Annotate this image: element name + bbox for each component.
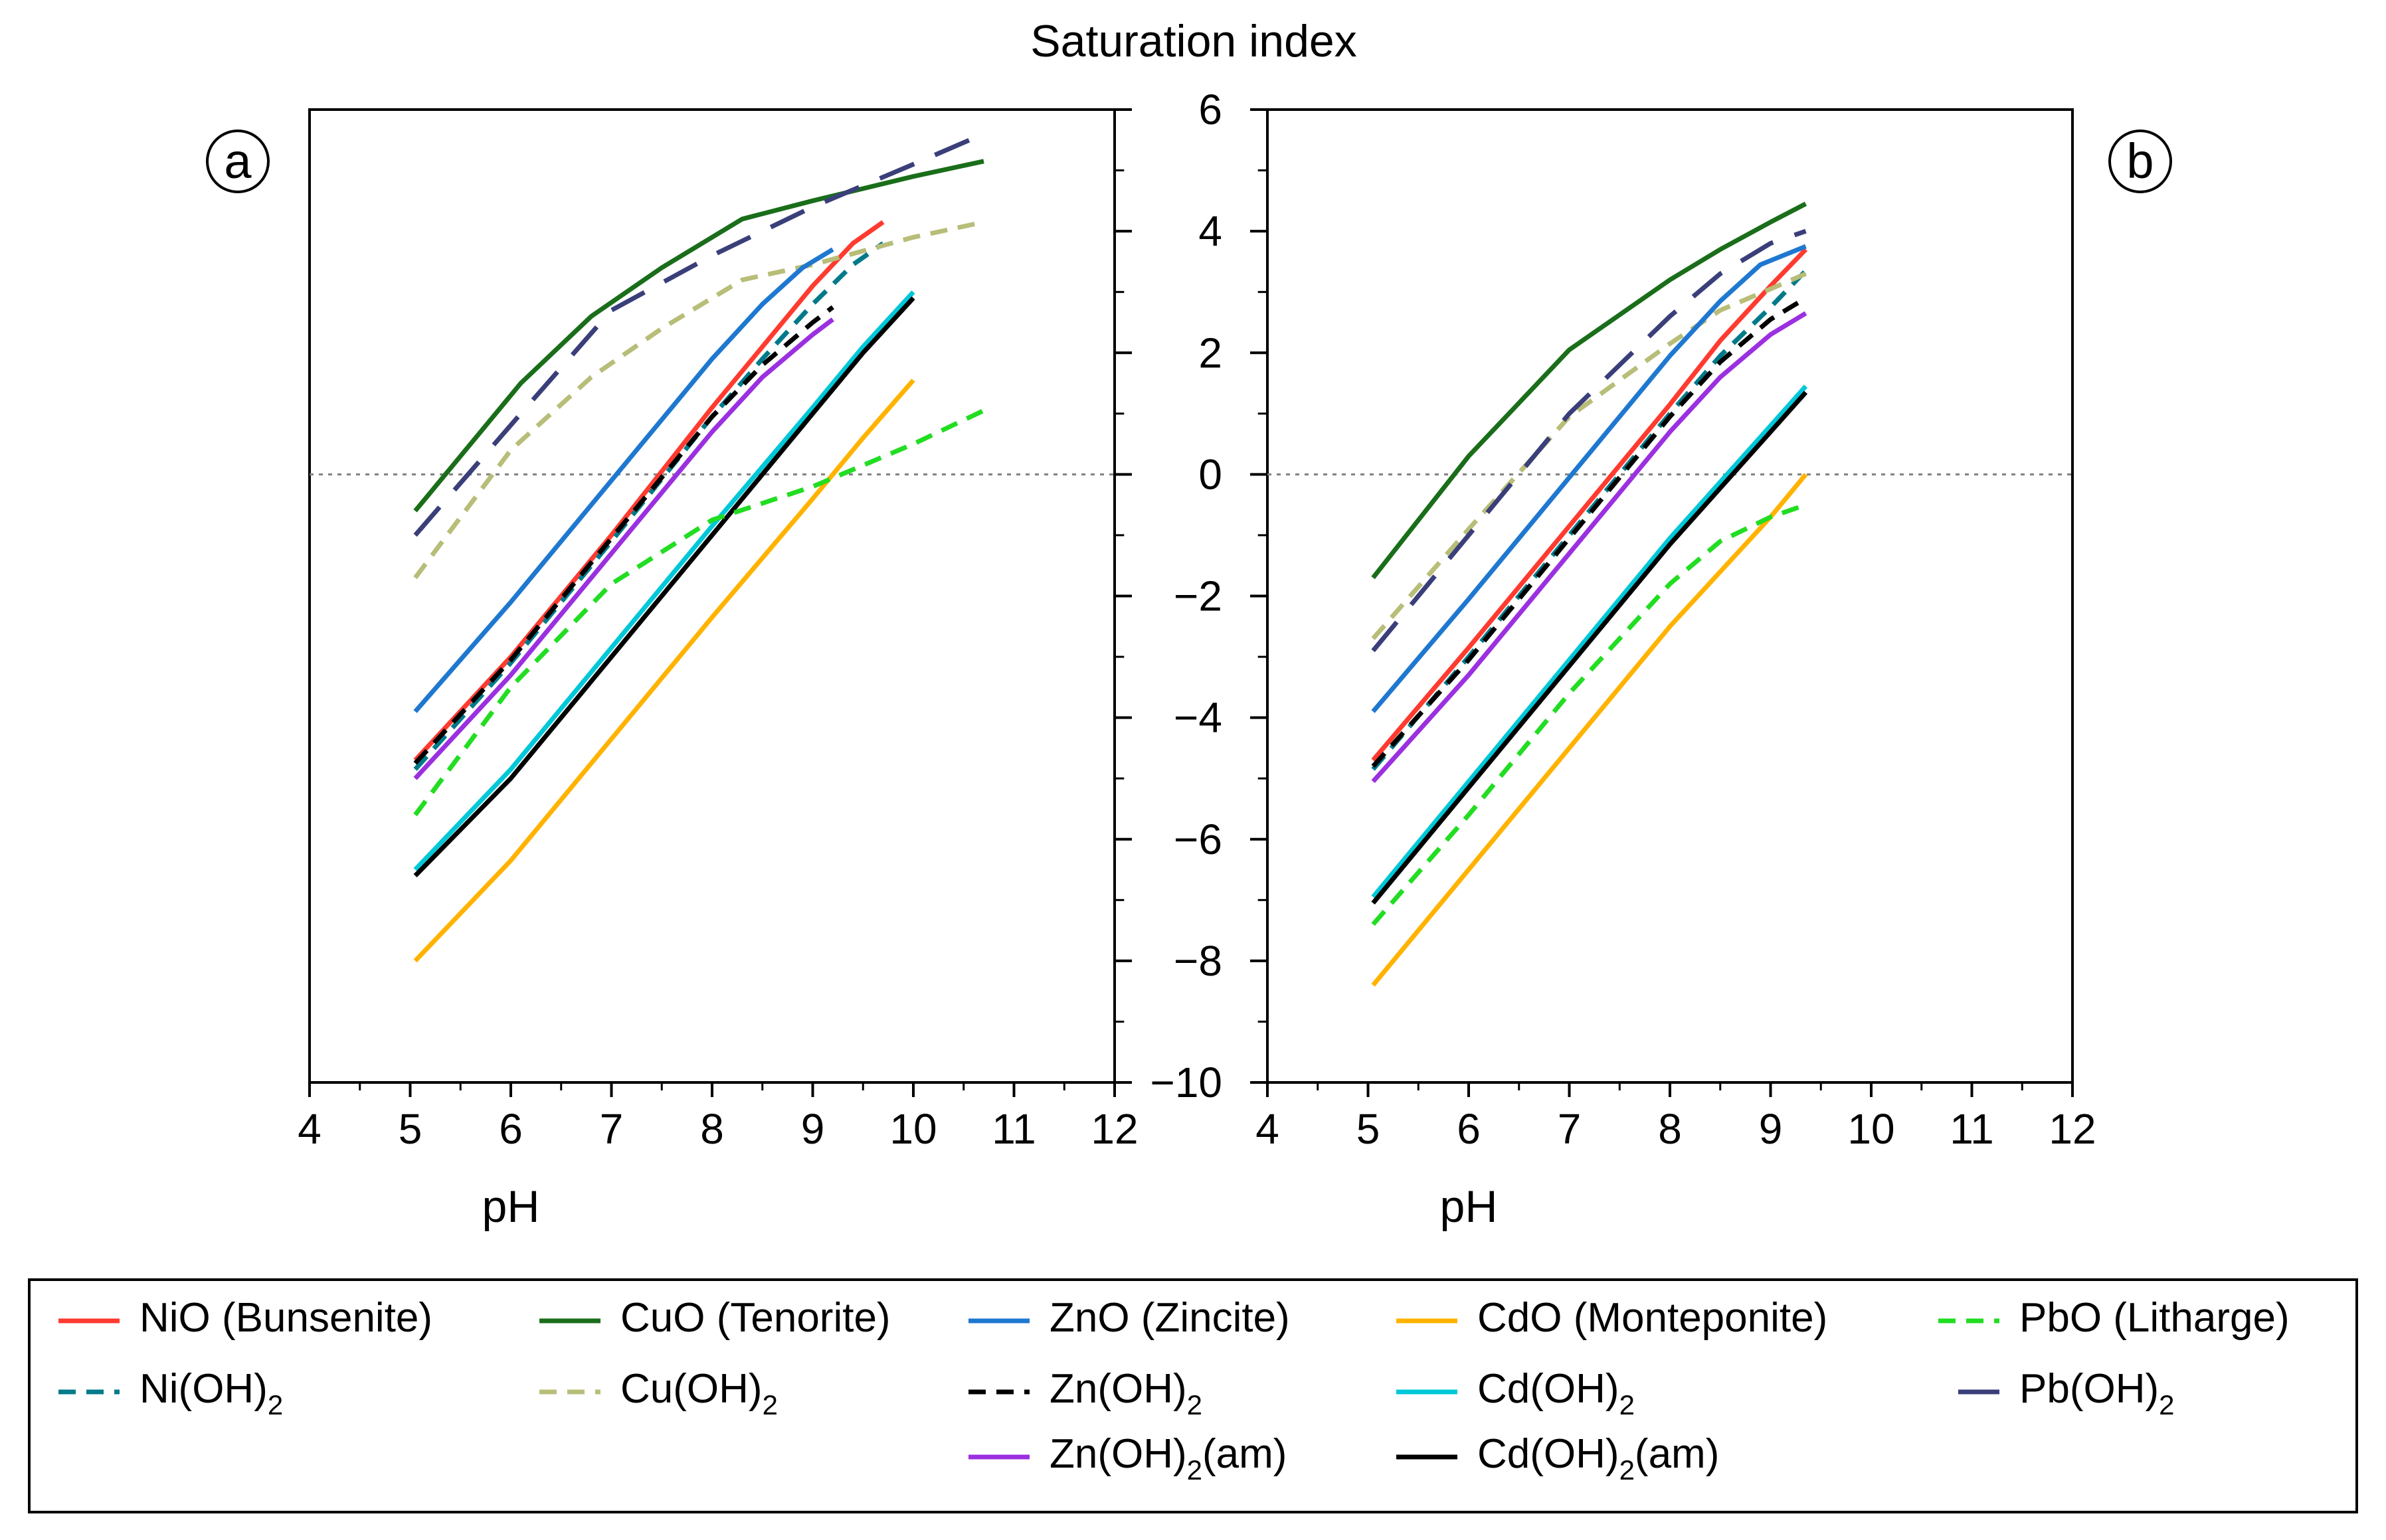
legend-label-CdOH2: Cd(OH)2 <box>1477 1366 1635 1420</box>
x-tick-label: 12 <box>2049 1105 2096 1153</box>
series-line-ZnOH2-panel-a <box>413 305 834 765</box>
series-line-PbO-panel-a <box>413 408 985 817</box>
panel-b-frame <box>1266 108 2074 1084</box>
series-line-ZnOH2am-panel-b <box>1371 311 1807 784</box>
series-line-CuOH2-panel-a <box>413 219 984 580</box>
series-line-ZnO-panel-b <box>1371 244 1807 713</box>
x-tick-label: 9 <box>1759 1105 1783 1153</box>
y-tick-label: 6 <box>1198 86 1222 133</box>
legend-label-PbOH2: Pb(OH)2 <box>2019 1366 2175 1420</box>
panel-a: 4 5 6 7 8 9 10 11 12 pH <box>298 108 1139 1232</box>
series-line-ZnOH2-panel-b <box>1371 296 1807 768</box>
x-tick-label: 7 <box>600 1105 624 1153</box>
x-tick-label: 11 <box>992 1105 1036 1153</box>
series-line-CuOH2-panel-b <box>1371 271 1807 640</box>
panel-a-letter-badge: a <box>206 129 270 193</box>
series-line-ZnOH2am-panel-a <box>413 317 834 780</box>
series-line-CdOH2am-panel-a <box>413 296 915 878</box>
series-line-CdO-panel-a <box>413 379 915 963</box>
panel-a-x-axis-title: pH <box>482 1181 540 1232</box>
x-tick-label: 4 <box>1255 1105 1279 1153</box>
panel-b-letter-badge: b <box>2108 129 2172 193</box>
legend-label-CuOH2: Cu(OH)2 <box>620 1366 778 1420</box>
legend-label-ZnO: ZnO (Zincite) <box>1050 1295 1290 1341</box>
series-line-PbOH2-panel-a <box>413 131 985 537</box>
x-tick-label: 5 <box>399 1105 422 1153</box>
series-line-PbOH2-panel-b <box>1371 228 1807 653</box>
y-tick-label: −10 <box>1150 1059 1222 1106</box>
y-tick-label: 4 <box>1198 207 1222 255</box>
panel-b: 4 5 6 7 8 9 10 11 12 pH <box>1250 108 2096 1232</box>
x-tick-label: 8 <box>700 1105 724 1153</box>
panel-a-frame <box>308 108 1116 1084</box>
series-line-CdOH2am-panel-b <box>1371 390 1808 905</box>
series-line-CdOH2-panel-b <box>1371 385 1808 898</box>
x-tick-label: 10 <box>1847 1105 1894 1153</box>
legend-label-NiOH2: Ni(OH)2 <box>139 1366 283 1420</box>
shared-y-axis-title: Saturation index <box>1030 16 1356 66</box>
legend-label-ZnOH2am: Zn(OH)2(am) <box>1050 1431 1287 1486</box>
panel-a-letter: a <box>224 133 252 189</box>
x-tick-label: 5 <box>1356 1105 1380 1153</box>
x-tick-label: 4 <box>298 1105 321 1153</box>
series-line-NiO-panel-b <box>1371 248 1808 762</box>
x-tick-label: 6 <box>1457 1105 1481 1153</box>
legend-label-CuO: CuO (Tenorite) <box>620 1295 891 1341</box>
shared-y-tick-labels: −10 −8 −6 −4 −2 0 2 4 6 <box>1150 86 1222 1106</box>
series-line-NiOH2-panel-a <box>413 241 885 771</box>
y-tick-label: 2 <box>1198 329 1222 377</box>
y-tick-label: 0 <box>1198 450 1222 498</box>
y-tick-label: −4 <box>1174 694 1222 742</box>
y-tick-label: −2 <box>1174 572 1222 620</box>
legend-label-CdO: CdO (Monteponite) <box>1477 1295 1827 1341</box>
series-line-PbO-panel-b <box>1371 502 1807 926</box>
series-line-CuO-panel-a <box>413 159 984 513</box>
legend: NiO (Bunsenite) CuO (Tenorite) ZnO (Zincit… <box>28 1278 2358 1513</box>
legend-label-CdOH2am: Cd(OH)2(am) <box>1477 1431 1719 1486</box>
series-line-CdO-panel-b <box>1371 473 1808 987</box>
x-tick-label: 10 <box>889 1105 937 1153</box>
legend-frame <box>28 1278 2358 1513</box>
x-tick-label: 7 <box>1558 1105 1582 1153</box>
legend-label-PbO: PbO (Litharge) <box>2019 1295 2290 1341</box>
x-tick-label: 6 <box>499 1105 523 1153</box>
x-tick-label: 11 <box>1950 1105 1993 1153</box>
x-tick-label: 12 <box>1091 1105 1138 1153</box>
series-line-ZnO-panel-a <box>413 247 834 713</box>
series-line-CdOH2-panel-a <box>413 290 915 871</box>
series-line-CuO-panel-b <box>1371 201 1807 580</box>
legend-label-NiO: NiO (Bunsenite) <box>139 1295 432 1341</box>
y-tick-label: −8 <box>1174 937 1222 985</box>
y-tick-label: −6 <box>1174 815 1222 863</box>
panel-b-letter: b <box>2126 133 2154 189</box>
legend-label-ZnOH2: Zn(OH)2 <box>1050 1366 1202 1420</box>
x-tick-label: 8 <box>1658 1105 1682 1153</box>
panel-b-x-axis-title: pH <box>1440 1181 1498 1232</box>
x-tick-label: 9 <box>801 1105 825 1153</box>
